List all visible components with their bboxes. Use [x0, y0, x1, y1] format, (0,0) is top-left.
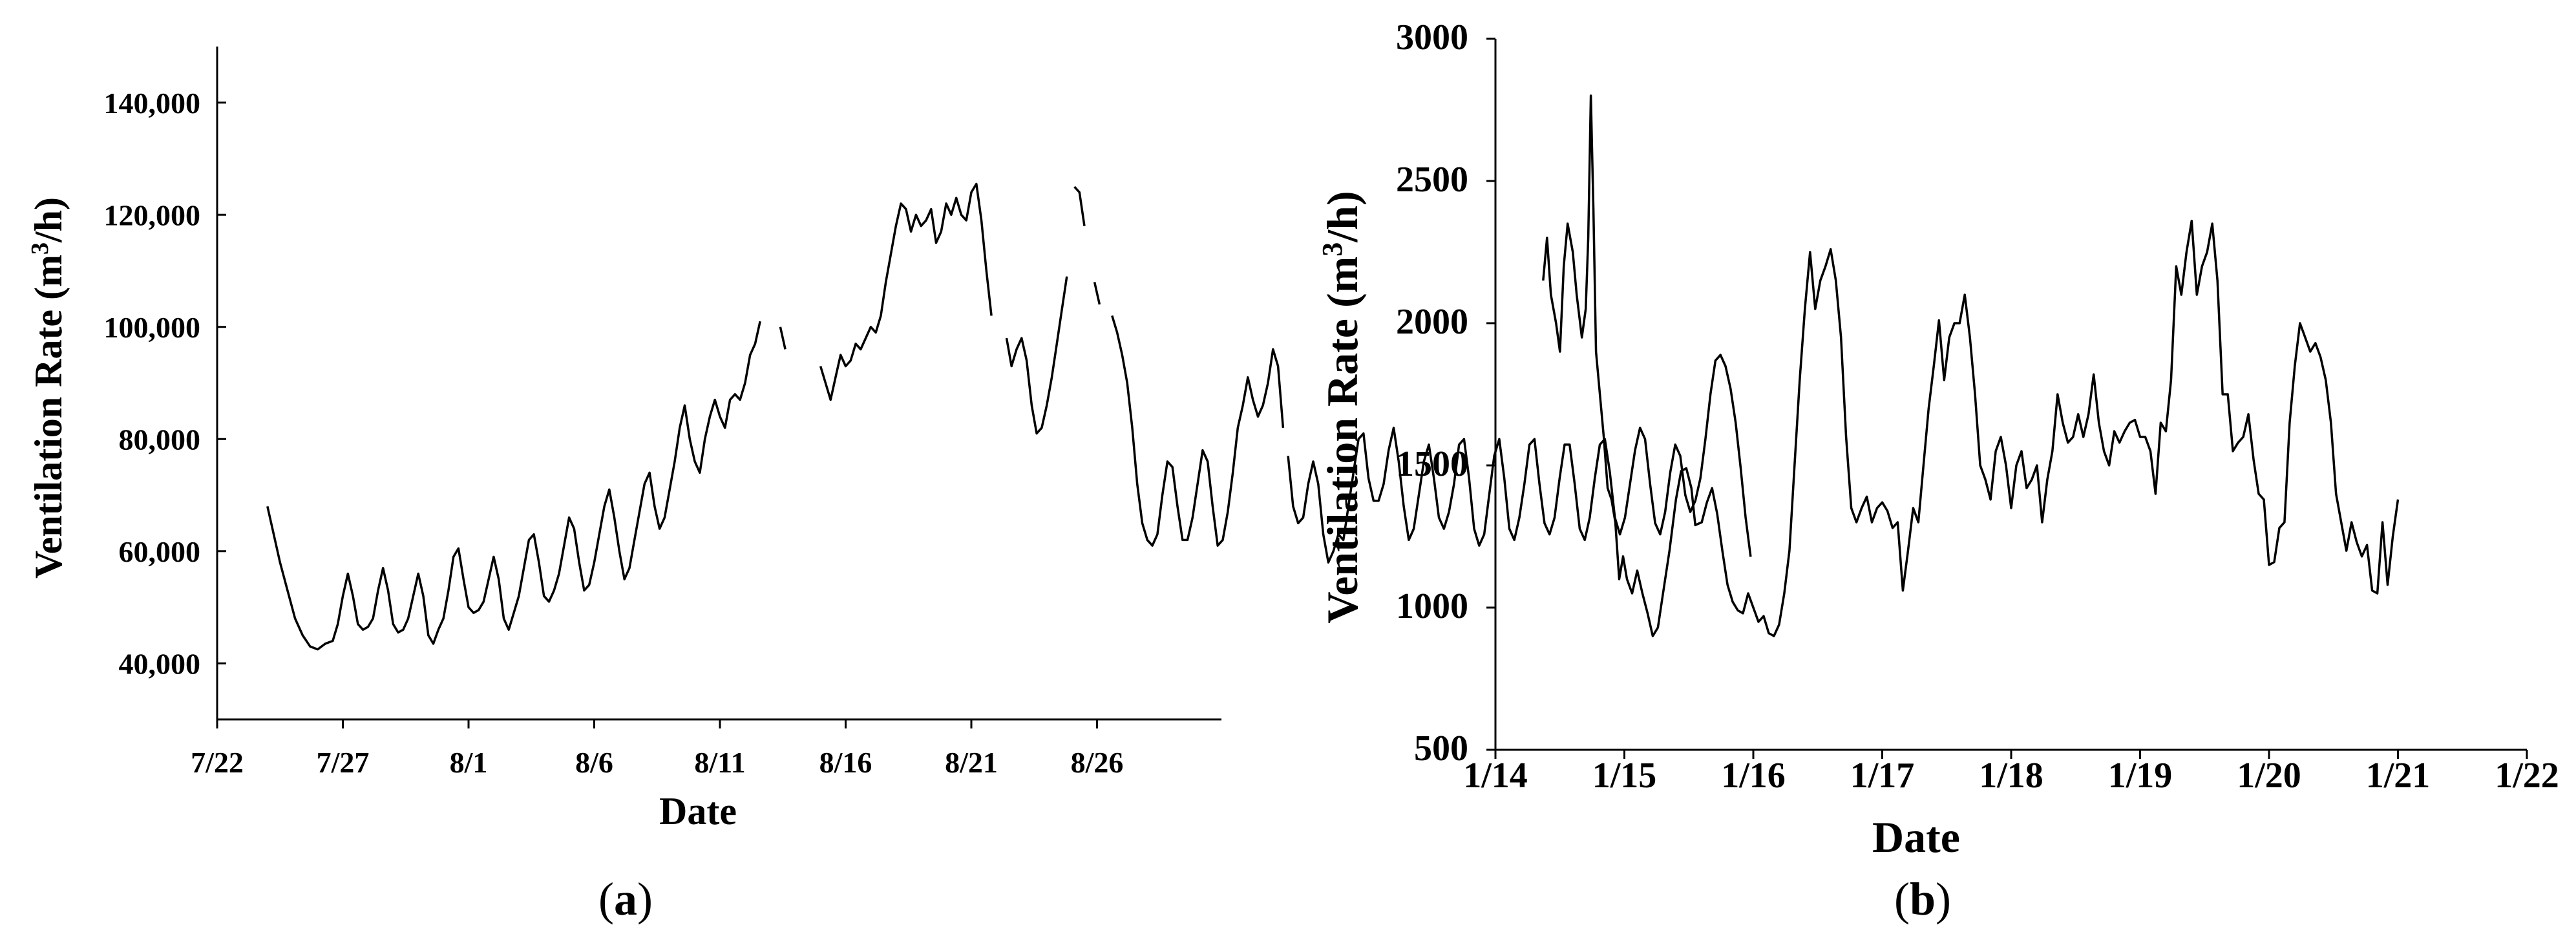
y-axis-title-a: Ventilation Rate (m3/h)	[26, 197, 70, 579]
y-ticks-a: 40,000 60,000 80,000 100,000 120,000 140,000	[104, 87, 226, 680]
x-tick-label: 1/16	[1721, 756, 1786, 796]
panel-label-b: (b)	[1894, 873, 1951, 925]
chart-panel-b: 500 1000 1500 2000 2500 3000 1/14 1/15 1/16 1/17…	[1316, 17, 2559, 925]
y-tick-label: 2000	[1396, 302, 1468, 342]
y-tick-label: 140,000	[104, 87, 201, 120]
x-axis-title-b: Date	[1872, 812, 1960, 862]
x-tick-label: 1/15	[1592, 756, 1657, 796]
x-ticks-a: 7/22 7/27 8/1 8/6 8/11 8/16 8/21 8/26	[191, 719, 1123, 779]
x-ticks-b: 1/14 1/15 1/16 1/17 1/18 1/19 1/20 1/21 1/22	[1463, 750, 2559, 796]
x-tick-label: 1/22	[2495, 756, 2559, 796]
series-line-segment	[1111, 315, 1285, 547]
y-tick-label: 40,000	[119, 647, 201, 680]
series-b	[1542, 94, 2400, 637]
series-line-segment	[819, 182, 993, 401]
y-tick-label: 500	[1414, 728, 1468, 769]
panel-letter-b: b	[1910, 873, 1936, 925]
y-axis-title-b-post: /h)	[1318, 191, 1367, 242]
y-tick-label: 2500	[1396, 160, 1468, 200]
x-tick-label: 1/21	[2366, 756, 2431, 796]
y-axis-title-a-sup: 3	[26, 242, 54, 255]
y-ticks-b: 500 1000 1500 2000 2500 3000	[1396, 17, 1495, 769]
y-tick-label: 100,000	[104, 311, 201, 344]
x-tick-label: 8/16	[819, 746, 872, 779]
x-tick-label: 1/19	[2108, 756, 2173, 796]
series-line-segment	[1005, 276, 1068, 435]
x-tick-label: 7/27	[317, 746, 370, 779]
x-tick-label: 8/1	[450, 746, 488, 779]
y-axis-title-a-post: /h)	[27, 197, 70, 243]
x-tick-label: 1/14	[1463, 756, 1528, 796]
y-axis-title-b: Ventilation Rate (m3/h)	[1316, 191, 1367, 623]
chart-panel-a: 40,00060,00080,000100,000120,000140,000 …	[26, 47, 1752, 925]
x-tick-label: 8/21	[945, 746, 998, 779]
y-tick-label: 80,000	[119, 423, 201, 456]
x-tick-label: 8/26	[1071, 746, 1124, 779]
y-axis-title-b-sup: 3	[1316, 242, 1348, 257]
series-line-segment	[1287, 354, 1752, 564]
x-tick-label: 7/22	[191, 746, 244, 779]
x-axis-title-a: Date	[659, 790, 737, 833]
series-line-segment	[1073, 186, 1086, 226]
y-axis-title-b-pre: Ventilation Rate (m	[1318, 257, 1367, 624]
y-tick-label: 1500	[1396, 444, 1468, 484]
x-tick-label: 8/11	[694, 746, 745, 779]
series-line-segment	[1542, 94, 2400, 637]
series-line-segment	[1093, 282, 1101, 305]
x-tick-label: 1/18	[1979, 756, 2043, 796]
y-tick-label: 60,000	[119, 535, 201, 568]
y-axis-title-a-pre: Ventilation Rate (m	[27, 255, 70, 579]
series-a	[266, 182, 1752, 651]
y-tick-label: 1000	[1396, 586, 1468, 626]
y-tick-label: 120,000	[104, 198, 201, 231]
y-tick-label: 3000	[1396, 17, 1468, 58]
x-tick-label: 8/6	[575, 746, 613, 779]
panel-label-a: (a)	[598, 873, 653, 925]
x-tick-label: 1/17	[1850, 756, 1915, 796]
series-line-segment	[779, 326, 787, 350]
x-tick-label: 1/20	[2237, 756, 2301, 796]
series-line-segment	[266, 321, 761, 651]
panel-letter-a: a	[614, 873, 637, 925]
